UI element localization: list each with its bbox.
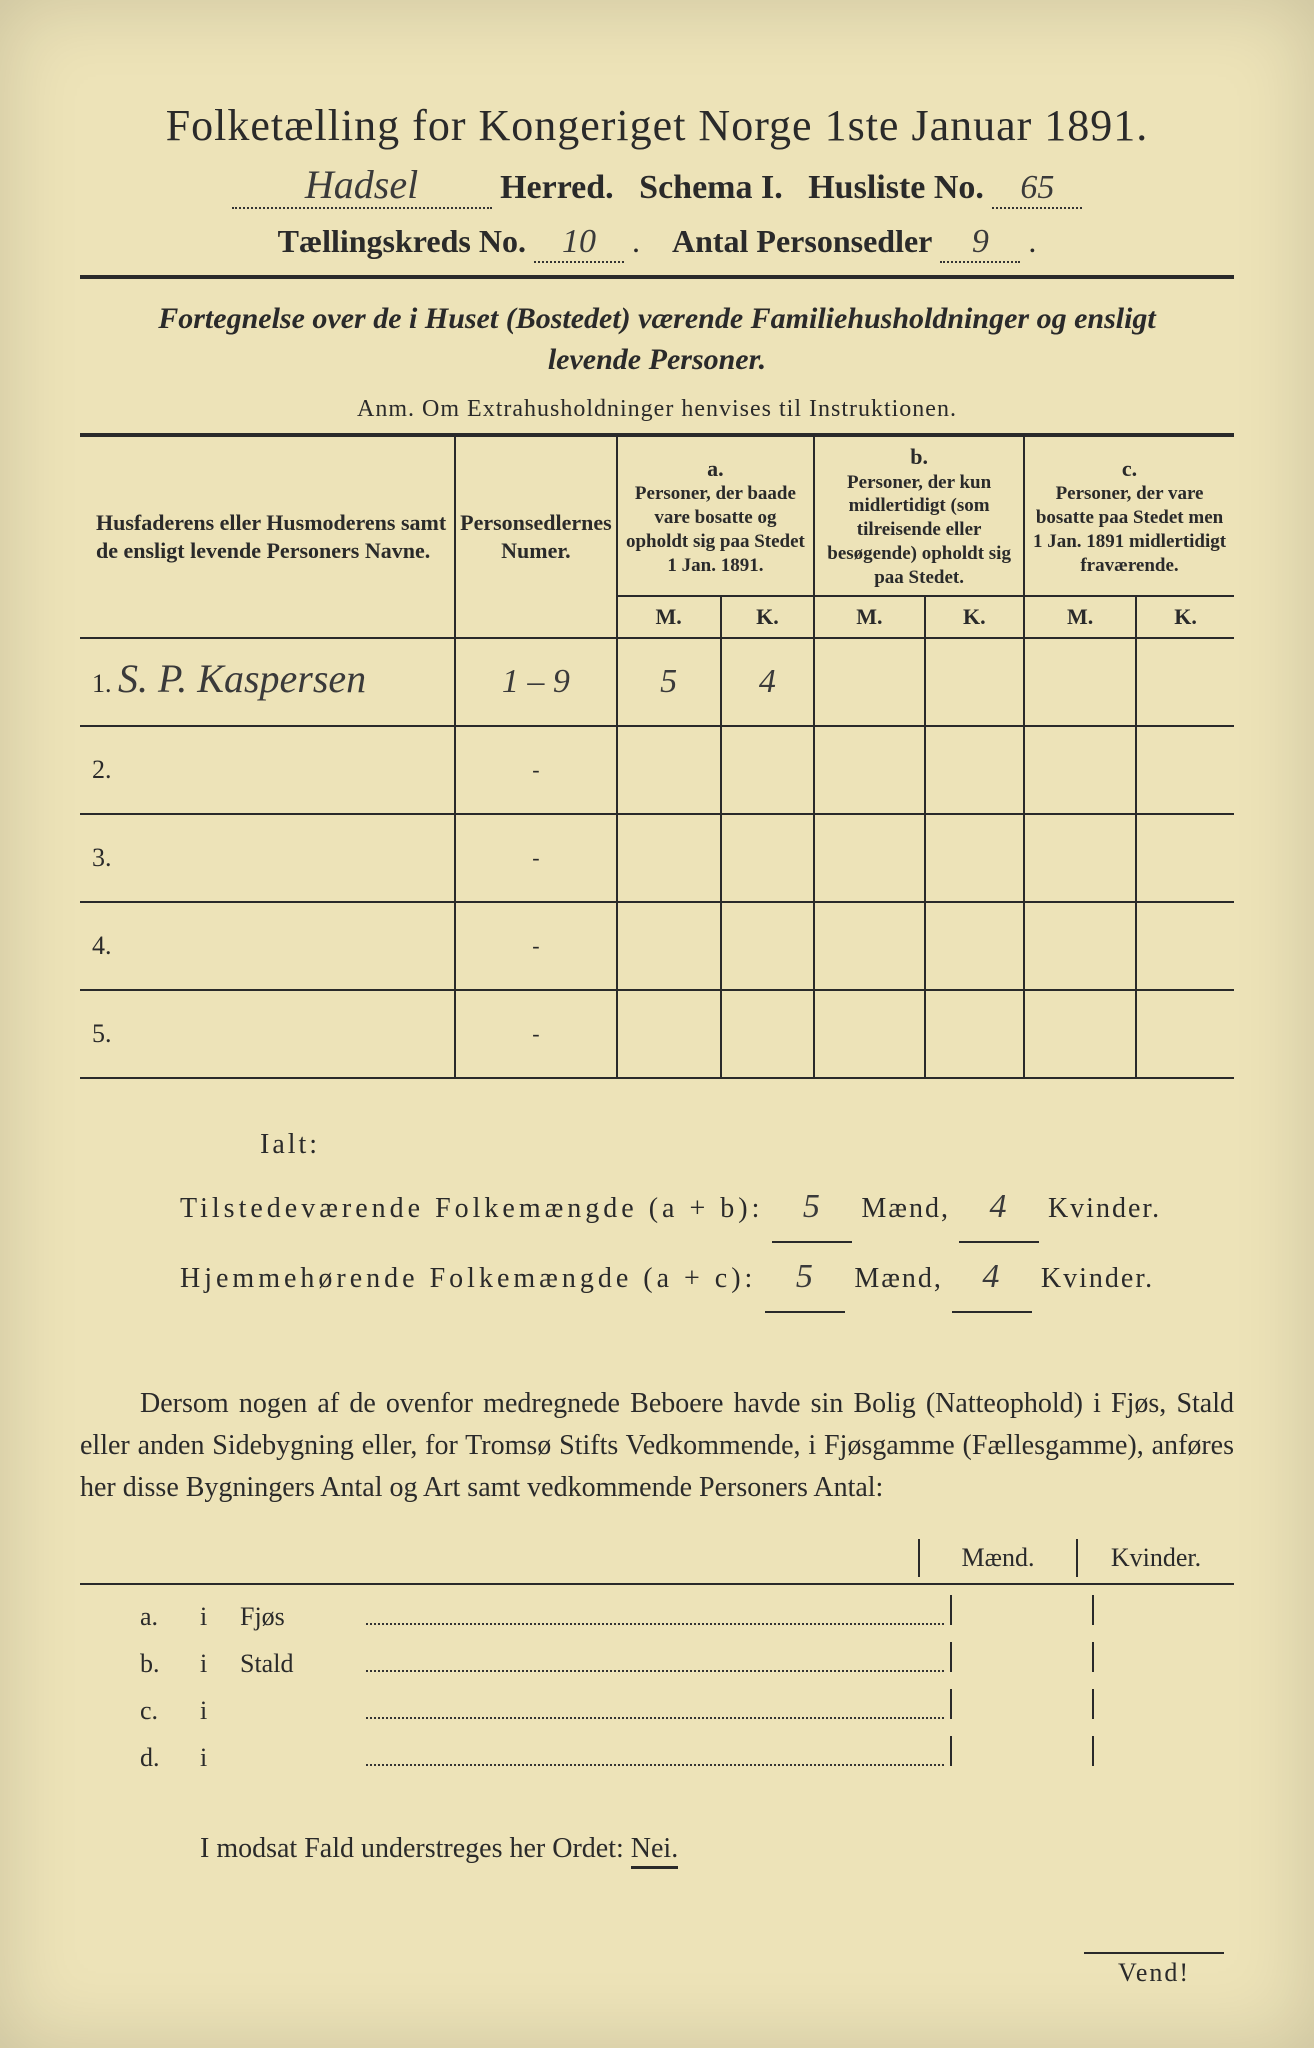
antal-value: 9 [972, 223, 989, 260]
dwelling-paragraph: Dersom nogen af de ovenfor medregnede Be… [80, 1383, 1234, 1509]
dwelling-row: c. i [80, 1689, 1234, 1726]
husliste-value: 65 [1020, 169, 1054, 206]
col-a: a. Personer, der baade vare bosatte og o… [617, 435, 815, 596]
maend-header: Mænd. [918, 1539, 1076, 1577]
census-form-page: Folketælling for Kongeriget Norge 1ste J… [0, 0, 1314, 2048]
mk-header: Mænd. Kvinder. [80, 1539, 1234, 1585]
table-row: 2. - [80, 726, 1234, 814]
dwelling-row: a. i Fjøs [80, 1595, 1234, 1632]
ialt-label: Ialt: [260, 1117, 1234, 1173]
household-table: Husfaderens eller Husmoderens samt de en… [80, 433, 1234, 1079]
subheader-line1: Fortegnelse over de i Huset (Bostedet) v… [158, 302, 1156, 335]
col-b-k: K. [925, 596, 1024, 638]
resident-label: Hjemmehørende Folkemængde (a + c): [180, 1263, 756, 1294]
kvinder-header: Kvinder. [1076, 1539, 1234, 1577]
dwelling-row: b. i Stald [80, 1642, 1234, 1679]
kreds-label: Tællingskreds No. [278, 223, 526, 259]
vend-label: Vend! [1084, 1952, 1224, 1988]
header-line-3: Tællingskreds No. 10 . Antal Personsedle… [80, 223, 1234, 263]
col-a-m: M. [617, 596, 721, 638]
col-b: b. Personer, der kun midlertidigt (som t… [814, 435, 1024, 596]
col-c-k: K. [1136, 596, 1234, 638]
present-m: 5 [803, 1188, 822, 1225]
col-c-m: M. [1024, 596, 1136, 638]
kreds-value: 10 [562, 223, 596, 260]
col-c: c. Personer, der vare bosatte paa Stedet… [1024, 435, 1234, 596]
antal-label: Antal Personsedler [672, 223, 932, 259]
header-line-2: Hadsel Herred. Schema I. Husliste No. 65 [80, 169, 1234, 209]
totals-block: Ialt: Tilstedeværende Folkemængde (a + b… [180, 1117, 1234, 1313]
table-row: 5. - [80, 990, 1234, 1078]
table-row: 3. - [80, 814, 1234, 902]
anm-note: Anm. Om Extrahusholdninger henvises til … [80, 396, 1234, 423]
table-row: 4. - [80, 902, 1234, 990]
husliste-label: Husliste No. [808, 169, 984, 206]
present-k: 4 [989, 1188, 1008, 1225]
dwelling-row: d. i [80, 1736, 1234, 1773]
page-title: Folketælling for Kongeriget Norge 1ste J… [80, 100, 1234, 151]
subheader-line2: levende Personer. [548, 343, 766, 376]
subheader: Fortegnelse over de i Huset (Bostedet) v… [80, 299, 1234, 380]
table-row: 1. S. P. Kaspersen 1 – 9 5 4 [80, 638, 1234, 726]
schema-label: Schema I. [639, 169, 783, 206]
col-b-m: M. [814, 596, 924, 638]
herred-value: Hadsel [305, 169, 418, 201]
nei-line: I modsat Fald understreges her Ordet: Ne… [80, 1833, 1234, 1865]
dwellings-block: Mænd. Kvinder. a. i Fjøs b. i Stald c. i [80, 1539, 1234, 1773]
resident-m: 5 [796, 1258, 815, 1295]
col-numer: Personsedlernes Numer. [455, 435, 617, 638]
herred-label: Herred. [500, 169, 614, 206]
present-label: Tilstedeværende Folkemængde (a + b): [180, 1193, 763, 1224]
nei-word: Nei. [631, 1833, 678, 1869]
resident-k: 4 [982, 1258, 1001, 1295]
divider [80, 275, 1234, 279]
col-names: Husfaderens eller Husmoderens samt de en… [80, 435, 455, 638]
col-a-k: K. [721, 596, 815, 638]
